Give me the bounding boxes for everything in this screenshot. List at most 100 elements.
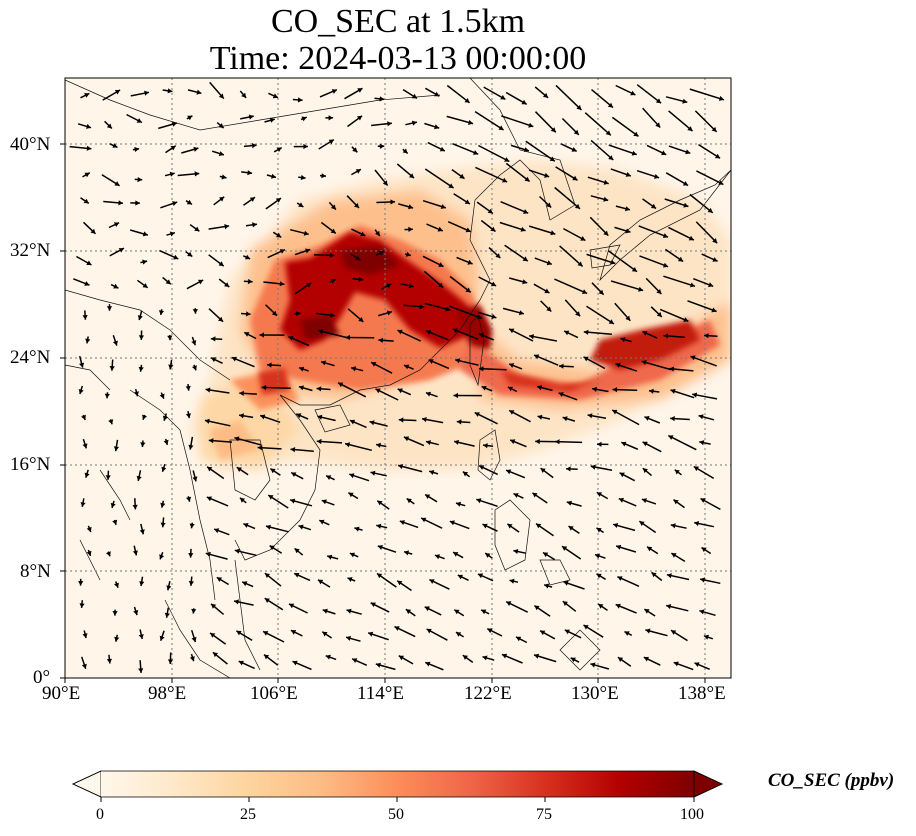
wind-arrow-head <box>300 174 306 181</box>
wind-arrow-head <box>272 93 278 99</box>
wind-arrow-head <box>257 445 263 451</box>
wind-arrow-head <box>603 179 609 185</box>
wind-arrow-head <box>212 652 218 658</box>
wind-arrow-head <box>170 145 176 151</box>
wind-arrow-head <box>252 222 257 228</box>
wind-arrow-shaft <box>636 84 662 104</box>
map-frame <box>64 77 732 679</box>
wind-arrow-head <box>625 315 631 321</box>
wind-arrow-head <box>644 416 650 421</box>
wind-arrow-head <box>205 551 211 557</box>
wind-arrow-head <box>404 550 410 556</box>
wind-arrow-head <box>376 523 382 529</box>
wind-arrow-head <box>346 608 352 614</box>
wind-arrow-head <box>540 630 546 636</box>
wind-vectors <box>69 81 725 673</box>
wind-arrow-head <box>259 332 264 338</box>
wind-arrow-head <box>191 608 197 614</box>
wind-arrow-shaft <box>528 335 558 342</box>
wind-arrow-head <box>566 466 571 472</box>
wind-arrow-head <box>349 419 356 425</box>
wind-arrow-head <box>564 330 570 336</box>
wind-arrow-head <box>641 498 647 504</box>
wind-arrow-head <box>211 357 217 363</box>
wind-arrow-head <box>661 150 667 156</box>
wind-arrow-head <box>598 289 604 295</box>
wind-arrow-head <box>318 579 324 585</box>
wind-arrow-head <box>409 173 415 179</box>
wind-arrow-head <box>434 91 440 97</box>
wind-arrow-head <box>218 123 224 128</box>
wind-arrow-head <box>397 329 403 335</box>
wind-arrow-head <box>269 545 275 551</box>
wind-arrow-head <box>612 409 618 415</box>
wind-arrow-head <box>583 329 589 335</box>
wind-arrow-head <box>140 442 146 447</box>
wind-arrow-head <box>621 441 627 447</box>
wind-arrow-head <box>573 129 579 135</box>
wind-arrow-head <box>165 279 171 285</box>
wind-arrow-head <box>173 254 179 260</box>
wind-arrow-head <box>112 143 118 148</box>
wind-arrow-head <box>298 524 304 530</box>
wind-arrow-head <box>186 496 192 502</box>
wind-arrow-head <box>239 413 244 419</box>
wind-arrow-head <box>644 609 650 614</box>
wind-arrow-head <box>321 360 326 366</box>
wind-arrow-head <box>534 653 540 659</box>
wind-arrow-head <box>198 279 204 285</box>
wind-arrow-head <box>231 356 237 362</box>
wind-arrow-head <box>375 388 381 394</box>
wind-arrow-head <box>138 634 144 639</box>
wind-arrow-head <box>137 315 143 321</box>
wind-arrow-head <box>428 359 434 364</box>
wind-arrow-head <box>402 148 408 154</box>
wind-arrow-head <box>86 260 92 265</box>
wind-arrow-head <box>625 172 631 177</box>
wind-arrow-head <box>603 196 609 202</box>
wind-arrow-head <box>113 283 119 289</box>
wind-arrow-head <box>668 435 674 440</box>
wind-arrow-head <box>135 200 140 206</box>
wind-arrow-head <box>617 576 623 581</box>
wind-arrow-head <box>136 118 142 123</box>
wind-arrow-head <box>476 498 482 504</box>
wind-arrow-head <box>546 202 552 208</box>
wind-arrow-head <box>403 436 410 442</box>
wind-arrow-head <box>205 387 211 393</box>
wind-arrow-head <box>306 282 312 288</box>
wind-arrow-head <box>301 116 307 122</box>
wind-arrow-head <box>670 388 676 394</box>
wind-arrow-shaft <box>611 409 640 426</box>
wind-arrow-head <box>104 393 110 399</box>
wind-arrow-head <box>167 335 173 341</box>
wind-arrow-head <box>673 661 679 667</box>
wind-arrow-head <box>465 227 471 233</box>
wind-arrow-head <box>329 252 335 258</box>
wind-arrow-head <box>185 413 191 419</box>
wind-arrow-shaft <box>668 226 695 241</box>
wind-arrow-head <box>369 420 375 426</box>
wind-arrow-head <box>615 362 621 368</box>
wind-arrow-head <box>325 654 331 660</box>
wind-arrow-head <box>358 276 364 282</box>
wind-arrow-head <box>192 365 197 371</box>
wind-arrow-head <box>208 438 214 444</box>
wind-arrow-head <box>352 658 358 663</box>
wind-arrow-shaft <box>554 278 588 295</box>
wind-arrow-shaft <box>528 225 556 235</box>
wind-arrow-head <box>639 521 645 526</box>
wind-arrow-head <box>642 331 648 336</box>
wind-arrow-head <box>625 228 631 234</box>
wind-arrow-head <box>110 502 116 508</box>
lon-tick-label: 98°E <box>148 683 187 704</box>
wind-arrow-head <box>298 385 304 391</box>
wind-arrow-head <box>112 611 118 616</box>
wind-arrow-head <box>479 465 485 470</box>
wind-arrow-head <box>294 572 300 578</box>
wind-arrow-shaft <box>638 225 669 238</box>
wind-arrow-head <box>704 333 709 339</box>
wind-arrow-head <box>321 173 326 179</box>
wind-arrow-head <box>163 439 169 445</box>
wind-arrow-head <box>264 573 270 578</box>
